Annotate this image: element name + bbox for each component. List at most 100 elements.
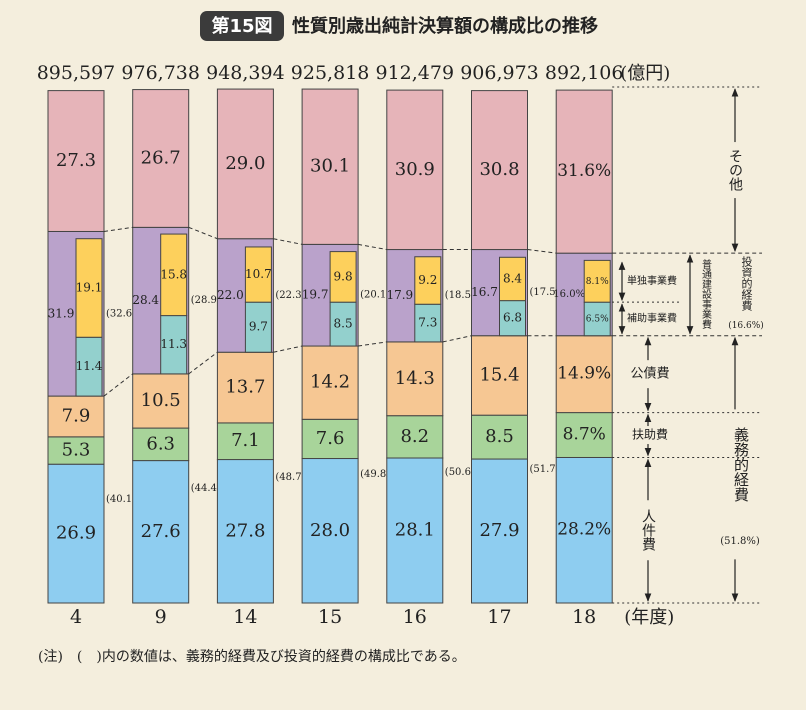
sub-segment <box>329 251 357 303</box>
bar-value-label: 30.9 <box>395 159 435 180</box>
bar-value-label: 27.9 <box>479 520 519 541</box>
bar-value-label: 16.0% <box>553 289 585 300</box>
sub-value-label: 19.1 <box>76 280 103 294</box>
sub-segment <box>160 233 188 317</box>
note: (注) ( )内の数値は、義務的経費及び投資的経費の構成比である。 <box>38 648 466 665</box>
bar-value-label: 19.7 <box>302 288 329 302</box>
total-unit: (億円) <box>620 63 670 84</box>
figure-badge <box>200 11 284 41</box>
group-label: (17.5) <box>530 287 560 298</box>
sub-value-label: 7.3 <box>418 316 437 330</box>
group-label: (18.5) <box>445 290 475 301</box>
sub-value-label: 6.8 <box>503 311 522 325</box>
connector <box>358 341 387 347</box>
bar-value-label: 27.8 <box>225 520 265 541</box>
x-tick-label: 9 <box>155 606 167 628</box>
sub-segment <box>244 246 272 303</box>
bar-segment <box>47 90 105 232</box>
sub-segment <box>499 300 526 337</box>
bar-segment <box>386 457 444 604</box>
x-tick-label: 16 <box>403 606 427 628</box>
bar-value-label: 14.9% <box>557 364 611 384</box>
group-label: (20.1) <box>360 290 390 301</box>
legend-label: (16.6%) <box>728 320 764 331</box>
bar-value-label: 5.3 <box>62 440 91 461</box>
bar-segment <box>471 414 528 460</box>
bar-segment <box>132 373 190 429</box>
legend-label: 単独事業費 <box>627 274 677 287</box>
legend-label: 扶助費 <box>632 427 668 442</box>
figure-label: 第15図 <box>211 15 272 37</box>
bar-value-label: 13.7 <box>225 377 265 398</box>
legend-label: 公債費 <box>630 367 669 382</box>
connector <box>442 335 472 343</box>
sub-value-label: 10.7 <box>245 267 272 281</box>
bar-value-label: 17.9 <box>386 288 413 302</box>
bar-segment <box>471 335 528 416</box>
chart-title: 性質別歳出純計決算額の構成比の推移 <box>292 15 598 37</box>
group-label: (51.7) <box>530 464 560 475</box>
bar-value-label: 29.0 <box>225 153 265 174</box>
connector <box>527 249 557 254</box>
bar-value-label: 30.1 <box>310 156 350 177</box>
sub-segment <box>75 336 103 397</box>
bar-value-label: 28.2% <box>557 520 611 540</box>
bar-value-label: 15.4 <box>479 364 519 385</box>
total-label: 912,479 <box>376 62 455 84</box>
sub-value-label: 8.5 <box>334 317 353 331</box>
bar-segment <box>132 427 190 462</box>
bar-value-label: 28.0 <box>310 520 350 541</box>
x-tick-label: 18 <box>572 606 596 628</box>
bar-segment <box>132 89 190 228</box>
group-label: (22.3) <box>275 290 305 301</box>
sub-value-label: 9.7 <box>249 320 268 334</box>
connector <box>103 226 133 232</box>
bar-value-label: 14.2 <box>310 372 350 393</box>
sub-value-label: 8.1% <box>586 277 609 287</box>
legend-label: 投資的経費 <box>740 254 753 310</box>
bar-value-label: 7.1 <box>231 430 260 451</box>
bar-value-label: 28.4 <box>132 293 159 307</box>
sub-value-label: 11.3 <box>160 337 187 351</box>
bar-value-label: 27.3 <box>56 150 96 171</box>
bar-segment <box>386 341 444 417</box>
total-label: 906,973 <box>460 62 539 84</box>
sub-segment <box>329 301 357 347</box>
legend-label: 人件費 <box>640 509 656 551</box>
bar-segment <box>471 90 528 251</box>
sub-segment <box>414 256 442 305</box>
connector <box>358 243 387 251</box>
x-tick-label: 15 <box>318 606 342 628</box>
sub-segment <box>583 259 611 303</box>
legend-label: 普通建設事業費 <box>700 258 712 330</box>
connector <box>273 345 303 353</box>
bar-segment <box>47 463 105 604</box>
bar-segment <box>47 395 105 438</box>
sub-segment <box>499 256 526 302</box>
legend-label: 補助事業費 <box>627 311 677 324</box>
sub-value-label: 6.5% <box>586 314 609 324</box>
total-label: 925,818 <box>291 62 370 84</box>
bar-segment <box>386 89 444 251</box>
total-label: 892,106 <box>545 62 624 84</box>
sub-segment <box>583 301 611 337</box>
total-label: 976,738 <box>121 62 200 84</box>
sub-segment <box>75 238 103 338</box>
sub-segment <box>414 303 442 343</box>
bar-value-label: 30.8 <box>479 159 519 180</box>
sub-value-label: 9.2 <box>418 273 437 287</box>
bar-value-label: 7.9 <box>62 405 91 426</box>
bar-value-label: 8.7% <box>563 425 606 445</box>
group-label: (28.9) <box>191 295 221 306</box>
sub-value-label: 11.4 <box>76 359 103 373</box>
total-label: 948,394 <box>206 62 285 84</box>
bar-value-label: 31.9 <box>48 306 75 320</box>
bar-segment <box>301 88 359 245</box>
x-tick-label: 14 <box>233 606 257 628</box>
group-label: (49.8) <box>360 469 390 480</box>
total-label: 895,597 <box>37 62 116 84</box>
connector <box>273 238 303 245</box>
bar-value-label: 8.5 <box>485 426 514 447</box>
bar-value-label: 14.3 <box>395 368 435 389</box>
group-label: (48.7) <box>275 472 305 483</box>
